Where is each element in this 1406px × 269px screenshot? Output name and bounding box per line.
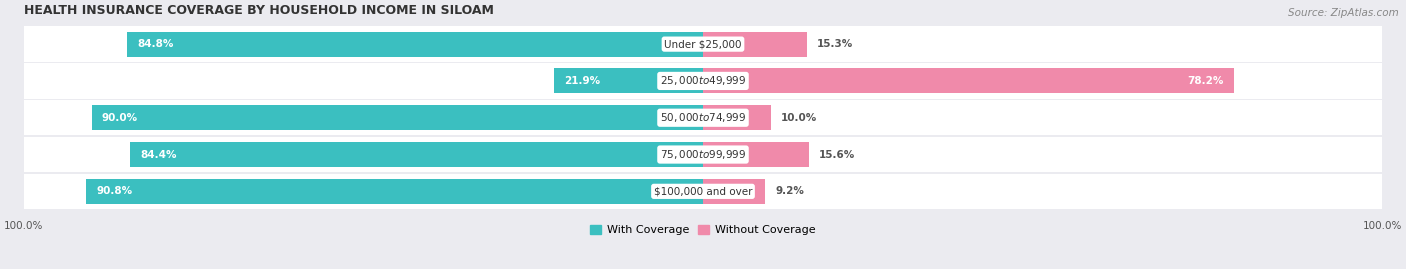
Bar — [127, 32, 703, 57]
Bar — [24, 174, 1382, 209]
Bar — [24, 63, 1382, 99]
Text: $50,000 to $74,999: $50,000 to $74,999 — [659, 111, 747, 124]
Text: 84.4%: 84.4% — [141, 150, 177, 160]
Text: 21.9%: 21.9% — [564, 76, 600, 86]
Bar — [24, 26, 1382, 62]
Text: 10.0%: 10.0% — [782, 113, 817, 123]
Text: 90.8%: 90.8% — [97, 186, 132, 196]
Bar — [703, 32, 807, 57]
Legend: With Coverage, Without Coverage: With Coverage, Without Coverage — [586, 221, 820, 240]
Bar — [703, 105, 770, 130]
Text: 9.2%: 9.2% — [776, 186, 804, 196]
Bar — [703, 179, 765, 204]
Bar — [129, 142, 703, 167]
Text: 15.6%: 15.6% — [820, 150, 855, 160]
Text: $75,000 to $99,999: $75,000 to $99,999 — [659, 148, 747, 161]
Text: Source: ZipAtlas.com: Source: ZipAtlas.com — [1288, 8, 1399, 18]
Bar — [703, 142, 808, 167]
Bar — [91, 105, 703, 130]
Text: 15.3%: 15.3% — [817, 39, 853, 49]
Text: 84.8%: 84.8% — [138, 39, 174, 49]
Text: 90.0%: 90.0% — [103, 113, 138, 123]
Text: $25,000 to $49,999: $25,000 to $49,999 — [659, 75, 747, 87]
Text: $100,000 and over: $100,000 and over — [654, 186, 752, 196]
Bar — [24, 100, 1382, 135]
Bar — [554, 68, 703, 93]
Text: Under $25,000: Under $25,000 — [664, 39, 742, 49]
Text: 78.2%: 78.2% — [1188, 76, 1223, 86]
Bar — [703, 68, 1234, 93]
Text: HEALTH INSURANCE COVERAGE BY HOUSEHOLD INCOME IN SILOAM: HEALTH INSURANCE COVERAGE BY HOUSEHOLD I… — [24, 4, 494, 17]
Bar — [24, 137, 1382, 172]
Bar — [86, 179, 703, 204]
